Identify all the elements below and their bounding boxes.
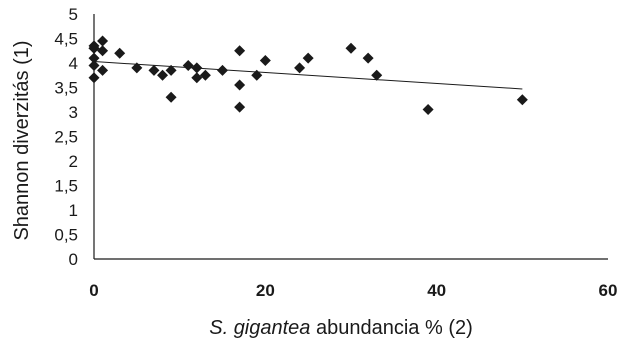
x-tick-label: 20 xyxy=(256,281,275,300)
x-tick-label: 60 xyxy=(599,281,618,300)
x-axis-label-rest: abundancia % (2) xyxy=(310,317,472,339)
data-point xyxy=(199,69,211,81)
x-tick-label: 40 xyxy=(427,281,446,300)
data-point xyxy=(131,62,143,74)
data-point xyxy=(217,64,228,76)
y-tick-label: 4 xyxy=(69,54,78,73)
data-points xyxy=(88,35,528,116)
y-tick-label: 1 xyxy=(69,201,78,220)
y-tick-label: 2,5 xyxy=(54,128,78,147)
data-point xyxy=(422,104,434,116)
y-tick-label: 0,5 xyxy=(54,226,78,245)
data-point xyxy=(97,45,109,57)
y-axis-label: Shannon diverzitás (1) xyxy=(11,40,33,240)
y-tick-label: 3 xyxy=(69,103,78,122)
data-point xyxy=(362,52,374,64)
data-point xyxy=(234,101,246,113)
data-point xyxy=(88,52,100,64)
data-point xyxy=(294,62,306,74)
y-tick-label: 0 xyxy=(69,250,78,269)
data-point xyxy=(516,94,528,106)
data-point xyxy=(234,79,246,91)
x-axis-label-species: S. gigantea xyxy=(209,317,310,339)
y-tick-label: 4,5 xyxy=(54,30,78,49)
data-point xyxy=(191,72,203,84)
data-point xyxy=(251,69,263,81)
x-tick-label: 0 xyxy=(89,281,98,300)
data-point xyxy=(88,59,100,71)
y-tick-labels: 0 0,5 1 1,5 2 2,5 3 3,5 4 4,5 5 xyxy=(54,5,78,269)
data-point xyxy=(148,64,160,76)
y-tick-label: 2 xyxy=(69,152,78,171)
data-point xyxy=(191,62,203,74)
data-point xyxy=(97,64,109,76)
data-point xyxy=(302,52,314,64)
data-point xyxy=(114,47,126,59)
y-tick-label: 3,5 xyxy=(54,79,78,98)
x-tick-labels: 0 20 40 60 xyxy=(89,281,617,300)
data-point xyxy=(371,69,383,81)
data-point xyxy=(88,72,100,84)
x-axis-label: S. gigantea abundancia % (2) xyxy=(209,317,473,339)
data-point xyxy=(259,55,271,67)
data-point xyxy=(165,64,177,76)
y-tick-label: 5 xyxy=(69,5,78,24)
data-point xyxy=(97,35,109,47)
y-tick-label: 1,5 xyxy=(54,177,78,196)
data-point xyxy=(234,45,246,57)
data-point xyxy=(88,42,100,54)
data-point xyxy=(165,91,177,103)
data-point xyxy=(157,69,169,81)
trend-line xyxy=(93,61,523,90)
data-point xyxy=(182,59,194,71)
data-point xyxy=(345,42,357,54)
